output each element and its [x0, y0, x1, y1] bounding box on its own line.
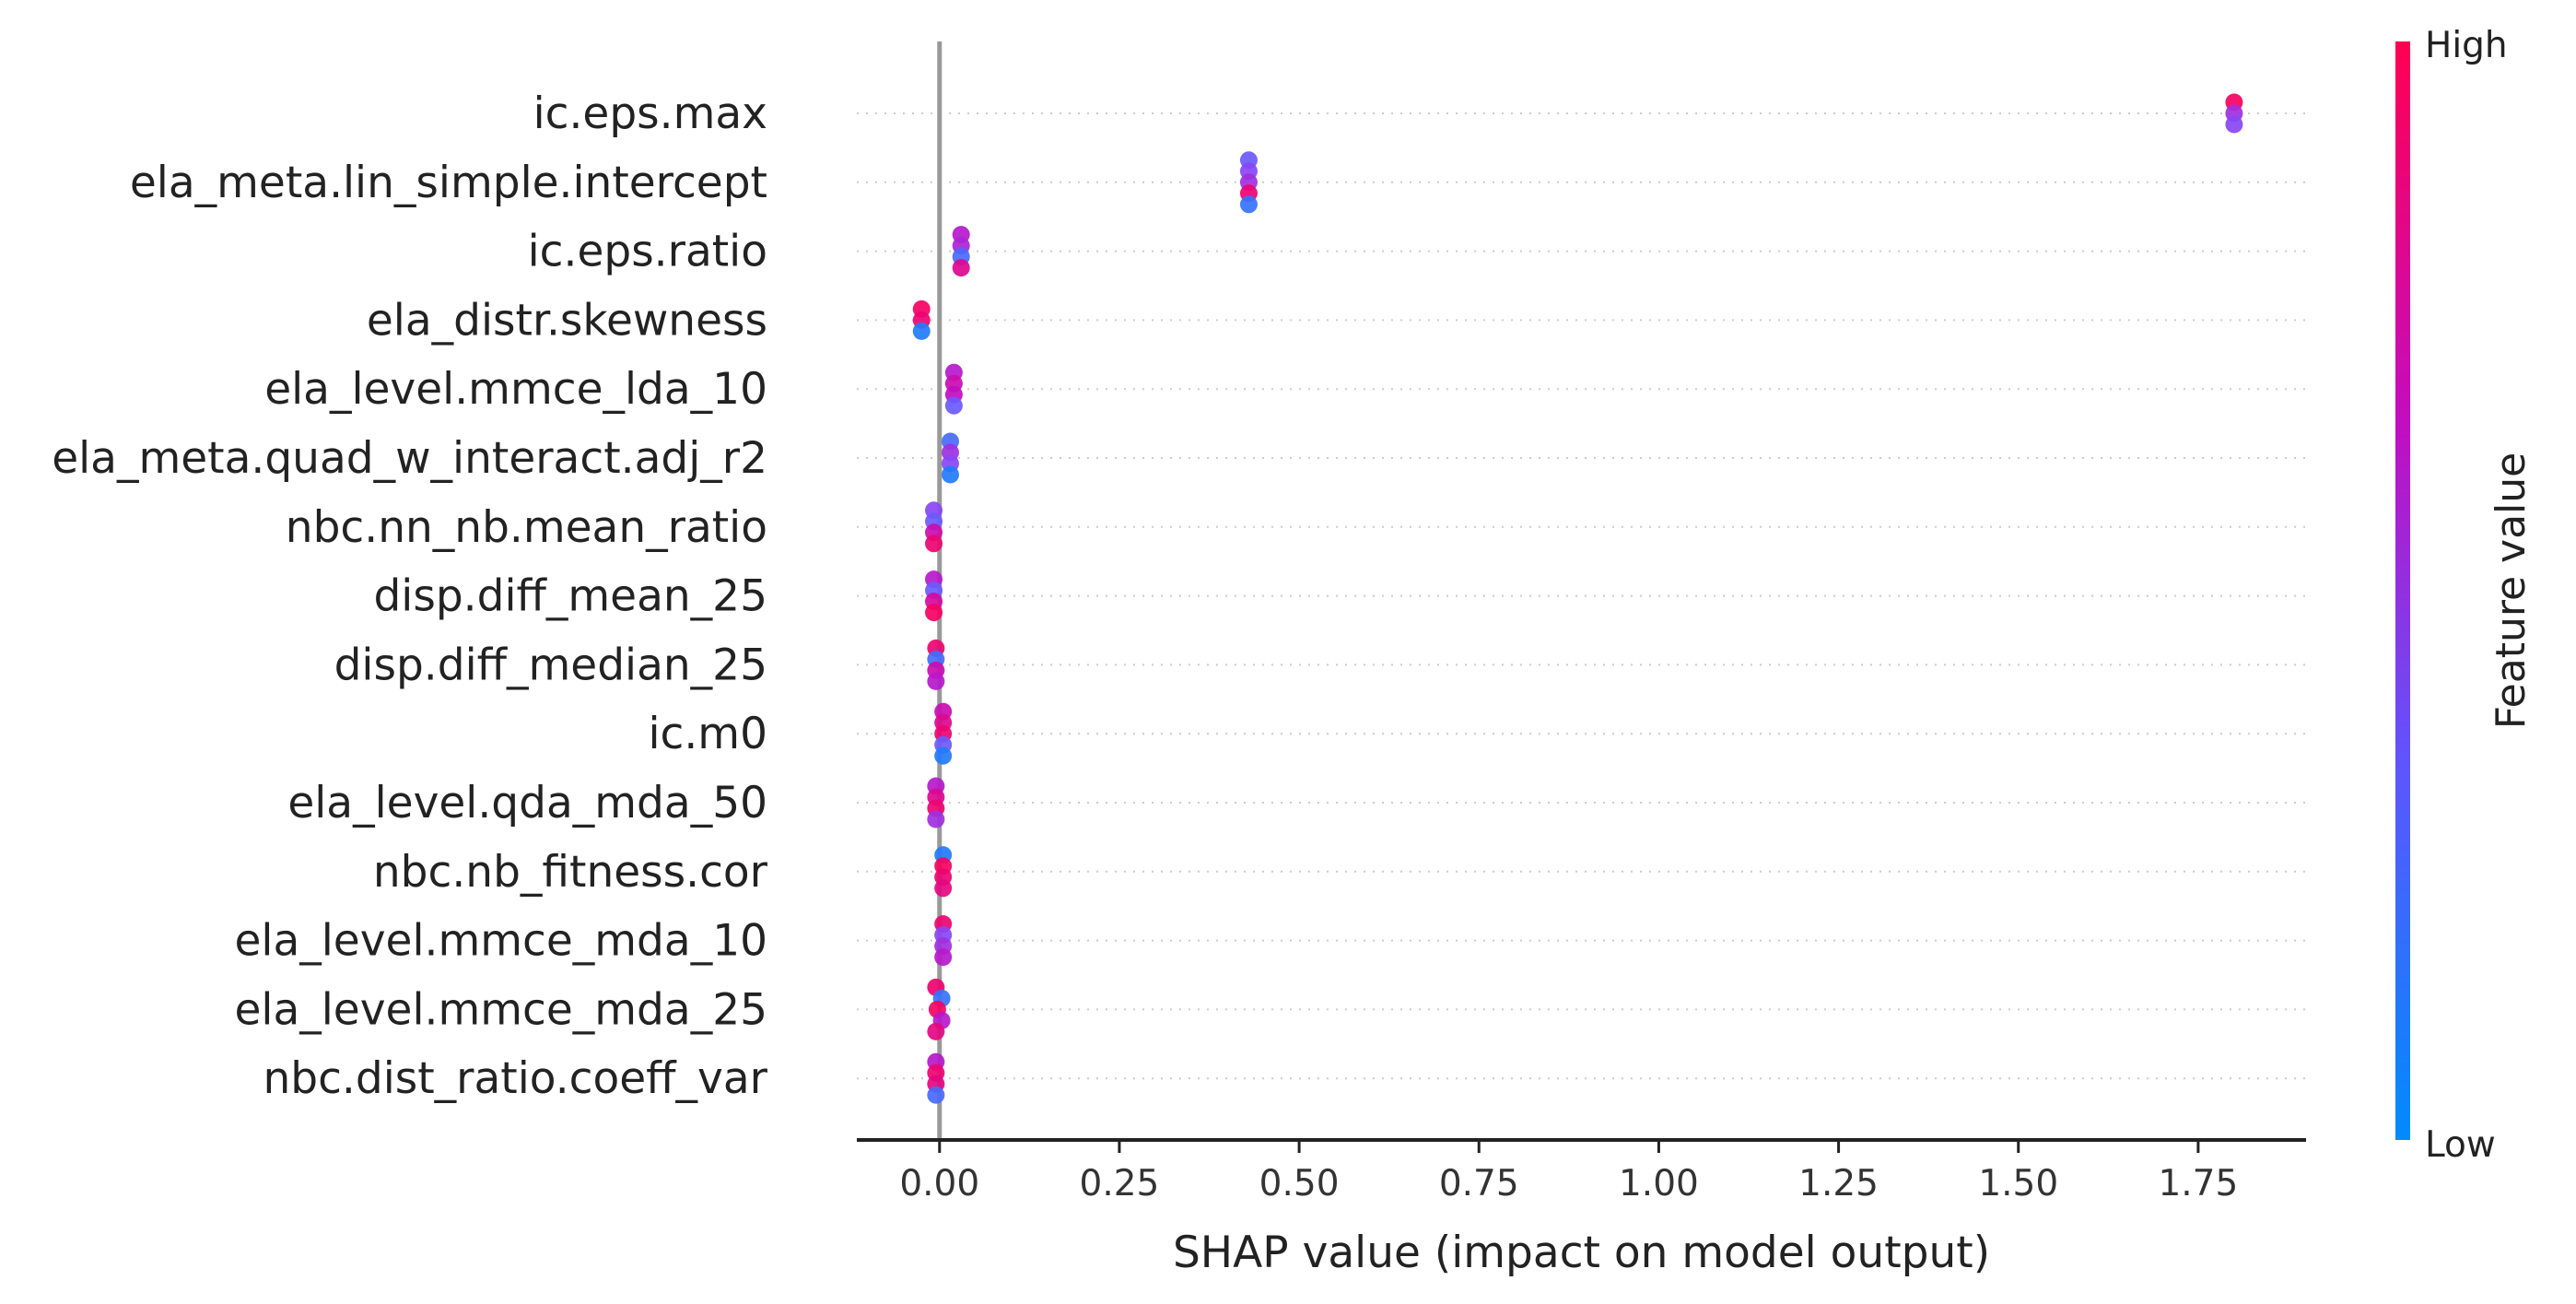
shap-point — [927, 1086, 945, 1104]
shap-point — [934, 746, 953, 765]
feature-label: nbc.nn_nb.mean_ratio — [286, 502, 767, 553]
x-tick-label: 0.25 — [1080, 1163, 1160, 1204]
colorbar: High Low Feature value — [2395, 25, 2535, 1166]
colorbar-high-label: High — [2425, 25, 2508, 66]
x-tick-label: 1.75 — [2158, 1163, 2238, 1204]
feature-label: nbc.dist_ratio.coeff_var — [263, 1053, 767, 1104]
colorbar-low-label: Low — [2425, 1124, 2496, 1166]
shap-point — [2225, 115, 2243, 134]
x-tick-label: 0.00 — [899, 1163, 979, 1204]
x-tick-label: 1.25 — [1798, 1163, 1879, 1204]
feature-label: ela_level.mmce_mda_10 — [234, 916, 767, 967]
points — [912, 93, 2243, 1104]
x-tick-label: 0.75 — [1439, 1163, 1519, 1204]
feature-label: ic.m0 — [648, 709, 767, 759]
shap-point — [925, 604, 943, 622]
shap-point — [912, 322, 931, 340]
feature-label: disp.diff_mean_25 — [373, 571, 767, 622]
shap-point — [1239, 195, 1258, 214]
feature-label: ela_distr.skewness — [367, 295, 767, 346]
feature-label: ela_level.mmce_lda_10 — [264, 364, 767, 415]
feature-label: nbc.nb_fitness.cor — [373, 847, 768, 898]
shap-point — [927, 672, 945, 690]
x-axis-title: SHAP value (impact on model output) — [1173, 1228, 1990, 1278]
feature-labels: ic.eps.max ela_meta.lin_simple.intercepti… — [52, 88, 767, 1104]
colorbar-title: Feature value — [2488, 452, 2535, 729]
feature-label: ela_level.qda_mda_50 — [287, 778, 767, 828]
x-axis-ticks: 0.00 0.25 0.50 0.75 1.00 1.25 1.50 1.75 — [899, 1140, 2238, 1204]
shap-point — [934, 879, 953, 898]
shap-point — [941, 465, 959, 484]
feature-label: ela_meta.quad_w_interact.adj_r2 — [52, 433, 767, 484]
shap-point — [952, 259, 970, 277]
feature-label: ela_meta.lin_simple.intercept — [130, 158, 767, 208]
feature-label: disp.diff_median_25 — [334, 640, 767, 690]
shap-point — [927, 1022, 945, 1040]
shap-point — [925, 535, 943, 553]
feature-label: ic.eps.ratio — [528, 227, 767, 277]
shap-point — [934, 948, 953, 967]
feature-label: ic.eps.max — [533, 88, 767, 139]
feature-label: ela_level.mmce_mda_25 — [234, 984, 767, 1035]
row-guides — [857, 112, 2306, 1080]
shap-point — [944, 396, 963, 415]
shap-point — [927, 810, 945, 828]
x-tick-label: 1.00 — [1619, 1163, 1699, 1204]
x-tick-label: 1.50 — [1978, 1163, 2058, 1204]
x-tick-label: 0.50 — [1259, 1163, 1340, 1204]
colorbar-gradient — [2395, 41, 2410, 1140]
